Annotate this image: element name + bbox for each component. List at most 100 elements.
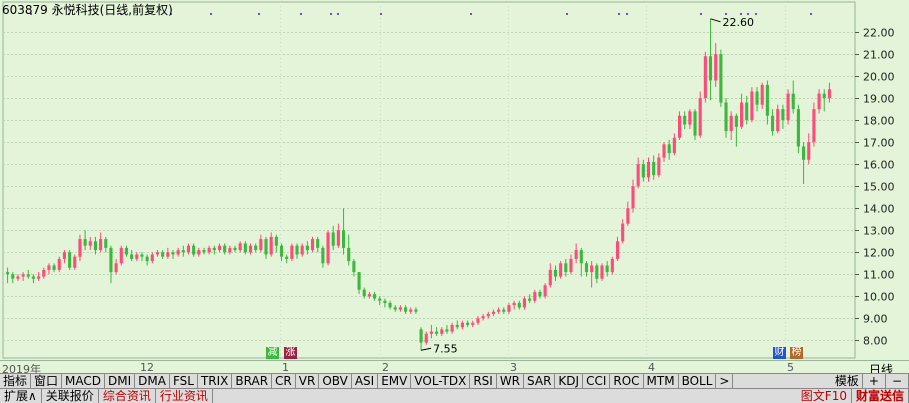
candle-body bbox=[342, 230, 346, 248]
candle-body bbox=[636, 164, 640, 187]
candle-body bbox=[155, 252, 160, 255]
candle-body bbox=[445, 329, 449, 332]
candle-body bbox=[760, 84, 764, 105]
candle-body bbox=[703, 56, 707, 99]
badge-bang[interactable]: 榜 bbox=[790, 347, 803, 359]
candlestick-chart: 8.00 9.00 10.00 11.00 12.00 13.00 14.00 15.00 16… bbox=[2, 1, 895, 359]
zoom-in-button[interactable]: + bbox=[863, 374, 886, 389]
candle-body bbox=[528, 298, 532, 301]
event-marker bbox=[380, 13, 382, 15]
candle-body bbox=[507, 305, 511, 312]
tab-dma[interactable]: DMA bbox=[135, 374, 170, 389]
tab-boll[interactable]: BOLL bbox=[679, 374, 717, 389]
tab-expand[interactable]: 扩展∧ bbox=[0, 389, 42, 403]
y-tick-label: 20.00 bbox=[863, 71, 895, 84]
event-marker bbox=[300, 13, 302, 15]
tab-vol-tdx[interactable]: VOL-TDX bbox=[411, 374, 471, 389]
tab-more[interactable]: > bbox=[716, 374, 734, 389]
tab-cr[interactable]: CR bbox=[272, 374, 296, 389]
candle-body bbox=[440, 329, 444, 334]
tab-window[interactable]: 窗口 bbox=[31, 374, 63, 389]
candle-body bbox=[326, 232, 330, 264]
tab-asi[interactable]: ASI bbox=[352, 374, 379, 389]
candle-body bbox=[238, 243, 242, 251]
candle-body bbox=[31, 276, 35, 279]
indicator-tab-bar: 指标 窗口 MACD DMI DMA FSL TRIX BRAR CR VR O… bbox=[0, 373, 909, 389]
tab-general-news[interactable]: 综合资讯 bbox=[99, 389, 156, 403]
tab-kdj[interactable]: KDJ bbox=[555, 374, 584, 389]
candle-body bbox=[176, 250, 180, 255]
event-marker bbox=[755, 13, 757, 15]
badge-cai[interactable]: 财 bbox=[773, 347, 786, 359]
tab-cci[interactable]: CCI bbox=[583, 374, 611, 389]
candle-body bbox=[512, 302, 516, 306]
candle-body bbox=[791, 93, 795, 110]
tab-rsi[interactable]: RSI bbox=[470, 374, 497, 389]
candle-body bbox=[352, 261, 356, 273]
candle-body bbox=[248, 245, 253, 253]
tab-dmi[interactable]: DMI bbox=[105, 374, 136, 389]
candle-body bbox=[393, 307, 397, 310]
tab-vr[interactable]: VR bbox=[296, 374, 320, 389]
candle-body bbox=[310, 239, 315, 251]
tab-wr[interactable]: WR bbox=[497, 374, 525, 389]
candle-body bbox=[378, 298, 382, 301]
tab-wealth-message[interactable]: 财富送信 bbox=[852, 389, 909, 403]
candle-body bbox=[677, 115, 682, 138]
candle-body bbox=[631, 186, 635, 209]
badge-jian[interactable]: 减 bbox=[266, 347, 279, 359]
candle-body bbox=[150, 254, 154, 262]
candle-body bbox=[729, 115, 733, 132]
candle-body bbox=[429, 331, 433, 334]
tab-obv[interactable]: OBV bbox=[319, 374, 352, 389]
candle-body bbox=[807, 142, 811, 160]
tab-brar[interactable]: BRAR bbox=[232, 374, 273, 389]
candle-body bbox=[166, 252, 170, 257]
candle-body bbox=[88, 241, 92, 246]
tab-emv[interactable]: EMV bbox=[378, 374, 412, 389]
tab-mtm[interactable]: MTM bbox=[644, 374, 679, 389]
tab-template[interactable]: 模板 bbox=[832, 374, 863, 389]
candle-body bbox=[502, 309, 506, 312]
candle-body bbox=[145, 256, 149, 262]
tab-fsl[interactable]: FSL bbox=[170, 374, 198, 389]
candle-body bbox=[517, 302, 521, 308]
event-marker bbox=[68, 13, 70, 15]
low-pointer bbox=[420, 347, 432, 351]
candle-body bbox=[202, 250, 206, 253]
candle-body bbox=[192, 245, 196, 255]
candle-body bbox=[771, 115, 775, 132]
candle-body bbox=[285, 256, 289, 259]
tab-industry-news[interactable]: 行业资讯 bbox=[156, 389, 213, 403]
candle-body bbox=[233, 247, 237, 251]
candle-body bbox=[590, 265, 594, 273]
candle-body bbox=[99, 239, 103, 251]
tab-indicator[interactable]: 指标 bbox=[0, 374, 32, 389]
candle-body bbox=[269, 236, 273, 255]
candle-body bbox=[357, 272, 361, 290]
tab-f10[interactable]: 图文F10 bbox=[797, 389, 852, 403]
candle-body bbox=[114, 263, 118, 273]
candle-body bbox=[688, 111, 692, 125]
event-marker bbox=[337, 13, 339, 15]
candle-body bbox=[486, 313, 490, 317]
tab-trix[interactable]: TRIX bbox=[198, 374, 233, 389]
y-tick-label: 11.00 bbox=[863, 269, 895, 282]
candle-body bbox=[274, 236, 278, 246]
zoom-out-button[interactable]: − bbox=[886, 374, 909, 389]
tab-roc[interactable]: ROC bbox=[610, 374, 644, 389]
low-label: 7.55 bbox=[433, 342, 458, 355]
tab-sar[interactable]: SAR bbox=[524, 374, 556, 389]
tab-macd[interactable]: MACD bbox=[62, 374, 106, 389]
candle-body bbox=[135, 254, 139, 259]
time-label-2: 1 bbox=[282, 361, 289, 374]
time-label-5: 4 bbox=[648, 361, 655, 374]
candle-body bbox=[388, 302, 392, 308]
candle-body bbox=[538, 291, 542, 297]
candle-body bbox=[419, 329, 423, 343]
badge-zhang[interactable]: 涨 bbox=[284, 347, 297, 359]
high-pointer bbox=[710, 18, 721, 23]
y-tick-label: 10.00 bbox=[863, 291, 895, 304]
tab-related-quotes[interactable]: 关联报价 bbox=[42, 389, 99, 403]
candle-body bbox=[42, 269, 46, 277]
